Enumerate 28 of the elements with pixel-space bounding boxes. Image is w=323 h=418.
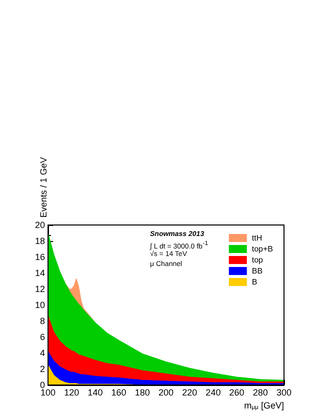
x-tick-label: 140 [88, 388, 103, 398]
x-tick-label: 260 [229, 388, 244, 398]
legend-label: top+B [252, 244, 274, 254]
x-tick-label: 180 [134, 388, 150, 398]
y-tick-label: 4 [40, 348, 45, 358]
y-tick-label: 14 [34, 268, 45, 278]
x-tick-label: 160 [111, 388, 126, 398]
y-tick-label: 18 [34, 236, 45, 246]
legend-label: BB [252, 266, 263, 276]
x-tick-label: 100 [40, 388, 56, 398]
y-tick-label: 10 [34, 300, 45, 310]
y-tick-label: 0 [40, 380, 45, 390]
x-tick-label: 240 [206, 388, 221, 398]
y-axis-title: Events / 1 GeV [38, 157, 48, 218]
y-tick-label: 6 [40, 332, 45, 342]
y-tick-label: 12 [34, 284, 45, 294]
x-tick-label: 200 [158, 388, 174, 398]
y-tick-label: 2 [40, 364, 45, 374]
x-tick-label: 220 [182, 388, 198, 398]
y-tick-label: 20 [34, 220, 45, 230]
legend-label: top [252, 256, 264, 264]
legend-label: ttH [252, 234, 262, 242]
y-tick-label: 8 [40, 316, 45, 326]
y-tick-label: 16 [34, 252, 45, 262]
x-tick-label: 300 [276, 388, 292, 398]
x-tick-label: 120 [64, 388, 80, 398]
x-tick-label: 280 [252, 388, 268, 398]
legend-label: B [252, 278, 258, 286]
